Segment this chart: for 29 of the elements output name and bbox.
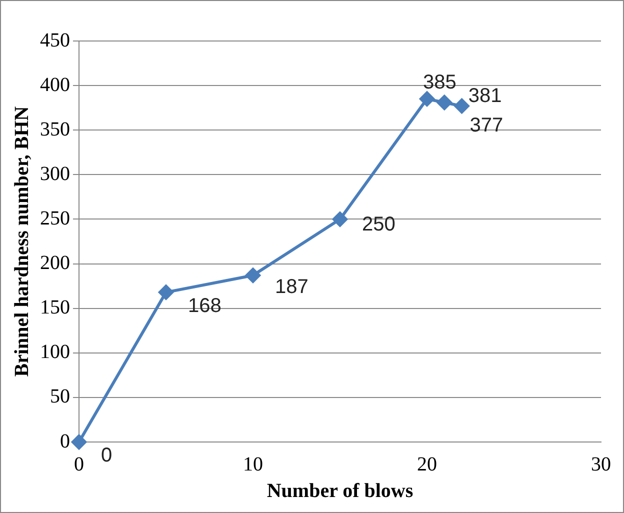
- y-tick-label: 100: [40, 341, 70, 364]
- y-tick-label: 250: [40, 207, 70, 230]
- data-label: 187: [275, 276, 308, 298]
- point: [454, 98, 470, 114]
- data-label: 381: [468, 85, 502, 107]
- y-axis-title: Brinnel hardness number, BHN: [11, 106, 34, 377]
- point: [332, 212, 348, 227]
- data-label: 377: [470, 114, 504, 137]
- data-label: 385: [423, 71, 456, 94]
- y-tick-label: 200: [40, 252, 70, 274]
- point: [72, 434, 86, 450]
- y-tick-label: 0: [60, 430, 70, 452]
- point: [436, 94, 452, 110]
- point: [420, 91, 434, 106]
- x-tick-label: 30: [591, 453, 611, 476]
- y-tick-label: 450: [40, 29, 70, 52]
- y-tick-label: 400: [40, 74, 70, 96]
- y-tick-label: 350: [40, 118, 70, 140]
- point: [158, 284, 174, 300]
- x-tick-label: 0: [74, 453, 84, 476]
- data-label: 250: [362, 214, 396, 236]
- x-tick-label: 10: [243, 453, 263, 476]
- x-tick-label: 20: [417, 453, 437, 476]
- y-tick-label: 150: [40, 296, 70, 319]
- point: [246, 268, 260, 283]
- y-tick-label: 50: [50, 386, 70, 408]
- data-label: 168: [188, 294, 222, 317]
- y-tick-label: 300: [40, 162, 70, 185]
- x-axis-title: Number of blows: [266, 480, 414, 502]
